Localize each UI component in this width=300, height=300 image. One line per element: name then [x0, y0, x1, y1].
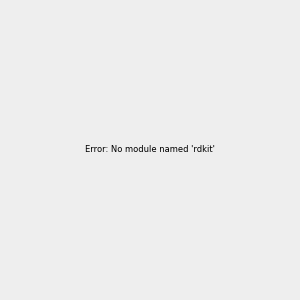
Text: Error: No module named 'rdkit': Error: No module named 'rdkit' — [85, 146, 215, 154]
